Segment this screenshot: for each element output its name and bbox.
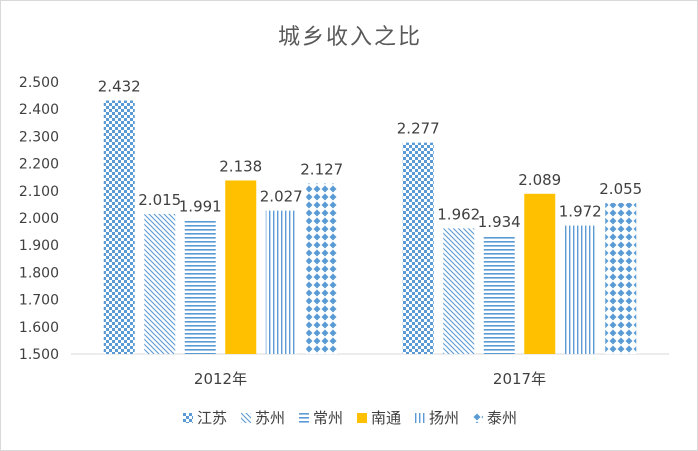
y-tick-label: 2.000 — [19, 211, 59, 227]
legend-item: 泰州 — [473, 407, 517, 428]
y-tick-label: 1.900 — [19, 238, 59, 254]
chart-title: 城乡收入之比 — [277, 25, 422, 50]
bar-泰州-2012年 — [306, 183, 338, 354]
legend-item: 江苏 — [182, 407, 227, 428]
bar-泰州-2017年 — [605, 203, 637, 354]
legend-swatch-fill — [415, 412, 426, 423]
data-label: 1.962 — [437, 205, 480, 223]
bar-扬州-2017年 — [564, 225, 596, 354]
legend-label: 苏州 — [254, 409, 285, 427]
y-tick-label: 1.600 — [19, 320, 59, 336]
data-label: 2.127 — [300, 160, 343, 178]
legend-label: 泰州 — [487, 409, 518, 427]
legend-swatch — [473, 412, 484, 423]
legend-swatch-fill — [240, 412, 251, 423]
y-tick-label: 1.500 — [19, 347, 59, 363]
legend-swatch — [182, 412, 193, 423]
legend-swatch — [298, 412, 309, 423]
legend-label: 南通 — [371, 409, 402, 427]
legend-item: 南通 — [357, 407, 401, 428]
data-label: 2.138 — [219, 157, 262, 175]
data-label: 1.934 — [478, 213, 521, 231]
legend-swatch-fill — [473, 412, 484, 423]
legend-swatch-fill — [298, 412, 309, 423]
data-label: 2.277 — [397, 120, 440, 138]
data-label: 1.991 — [179, 197, 222, 215]
y-tick-label: 1.800 — [19, 265, 59, 281]
bar-扬州-2012年 — [265, 210, 297, 354]
data-label: 2.055 — [599, 180, 642, 198]
data-label: 2.027 — [260, 188, 303, 206]
bar-苏州-2017年 — [443, 228, 475, 354]
bar-常州-2012年 — [184, 220, 216, 354]
bar-南通-2012年 — [225, 180, 257, 354]
bar-江苏-2017年 — [402, 142, 434, 354]
data-label: 2.432 — [98, 77, 141, 95]
bar-江苏-2012年 — [103, 100, 135, 354]
y-tick-label: 2.100 — [19, 184, 59, 200]
bar-chart-plot: 1.500 1.600 1.700 1.800 1.900 2.000 2.100 2.200… — [19, 75, 669, 388]
legend-swatch-fill — [182, 412, 193, 423]
legend-item: 苏州 — [240, 407, 285, 428]
legend-label: 扬州 — [429, 409, 460, 427]
legend-label: 常州 — [312, 409, 343, 427]
legend: 江苏 苏州 常州 南通 扬州 泰州 — [1, 407, 698, 428]
data-label: 2.015 — [138, 191, 181, 209]
legend-swatch — [240, 412, 251, 423]
y-tick-label: 1.700 — [19, 293, 59, 309]
legend-swatch — [357, 412, 367, 423]
x-tick-label: 2012年 — [194, 370, 247, 388]
data-label: 2.089 — [518, 171, 561, 189]
y-tick-label: 2.400 — [19, 102, 59, 118]
legend-item: 常州 — [298, 407, 343, 428]
legend-item: 扬州 — [415, 407, 459, 428]
y-tick-label: 2.300 — [19, 129, 59, 145]
bar-常州-2017年 — [483, 235, 515, 354]
y-tick-label: 2.200 — [19, 157, 59, 173]
bar-南通-2017年 — [524, 193, 556, 354]
data-label: 1.972 — [559, 203, 602, 221]
legend-swatch-fill — [357, 412, 367, 423]
legend-label: 江苏 — [196, 409, 227, 427]
y-tick-label: 2.500 — [19, 75, 59, 91]
x-tick-label: 2017年 — [493, 370, 546, 388]
bar-苏州-2012年 — [144, 213, 176, 354]
legend-swatch — [415, 412, 426, 423]
